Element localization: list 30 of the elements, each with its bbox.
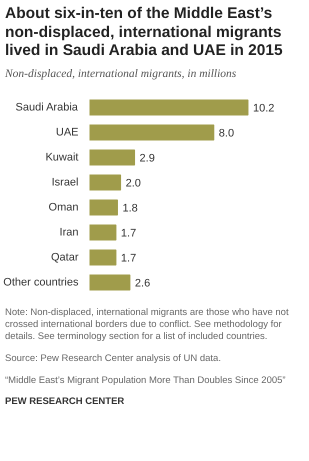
bar bbox=[90, 124, 214, 141]
y-tick-label: Other countries bbox=[3, 276, 79, 289]
bar bbox=[90, 174, 122, 191]
data-label: 1.7 bbox=[120, 228, 136, 240]
text: PEW RESEARCH CENTER bbox=[5, 396, 124, 408]
text: Note: Non-displaced, international migrants are those who have not crossed international borders due to conflict. See methodology for details. See terminology section for a list of included countries. bbox=[5, 307, 290, 343]
data-label: 2.9 bbox=[140, 152, 155, 165]
bar bbox=[90, 150, 136, 166]
y-tick-label: UAE bbox=[56, 126, 79, 139]
bar bbox=[90, 224, 116, 241]
bar bbox=[90, 250, 116, 266]
chart-title: About six-in-ten of the Middle East’s non-displaced, international migrants lived in Saudi Arabia and UAE in 2015 bbox=[5, 5, 284, 61]
data-label: 10.2 bbox=[252, 102, 274, 115]
bar bbox=[90, 200, 118, 216]
bar bbox=[90, 274, 130, 291]
y-tick-label: Qatar bbox=[50, 252, 79, 264]
source-note: Source: Pew Research Center analysis of UN data. bbox=[5, 352, 221, 365]
y-tick-label: Saudi Arabia bbox=[16, 102, 79, 114]
data-label: 1.8 bbox=[122, 202, 138, 215]
data-label: 1.7 bbox=[120, 252, 136, 265]
y-tick-label: Israel bbox=[52, 176, 79, 189]
data-label: 8.0 bbox=[218, 128, 234, 140]
y-tick-label: Iran bbox=[60, 226, 79, 239]
chart-subtitle: Non-displaced, international migrants, in millions bbox=[5, 66, 236, 82]
data-label: 2.0 bbox=[126, 178, 141, 190]
y-tick-label: Kuwait bbox=[45, 152, 79, 164]
bar bbox=[90, 100, 248, 116]
y-tick-label: Oman bbox=[48, 202, 79, 214]
data-label: 2.6 bbox=[134, 278, 150, 290]
text: “Middle East’s Migrant Population More Than Doubles Since 2005” bbox=[5, 374, 286, 387]
